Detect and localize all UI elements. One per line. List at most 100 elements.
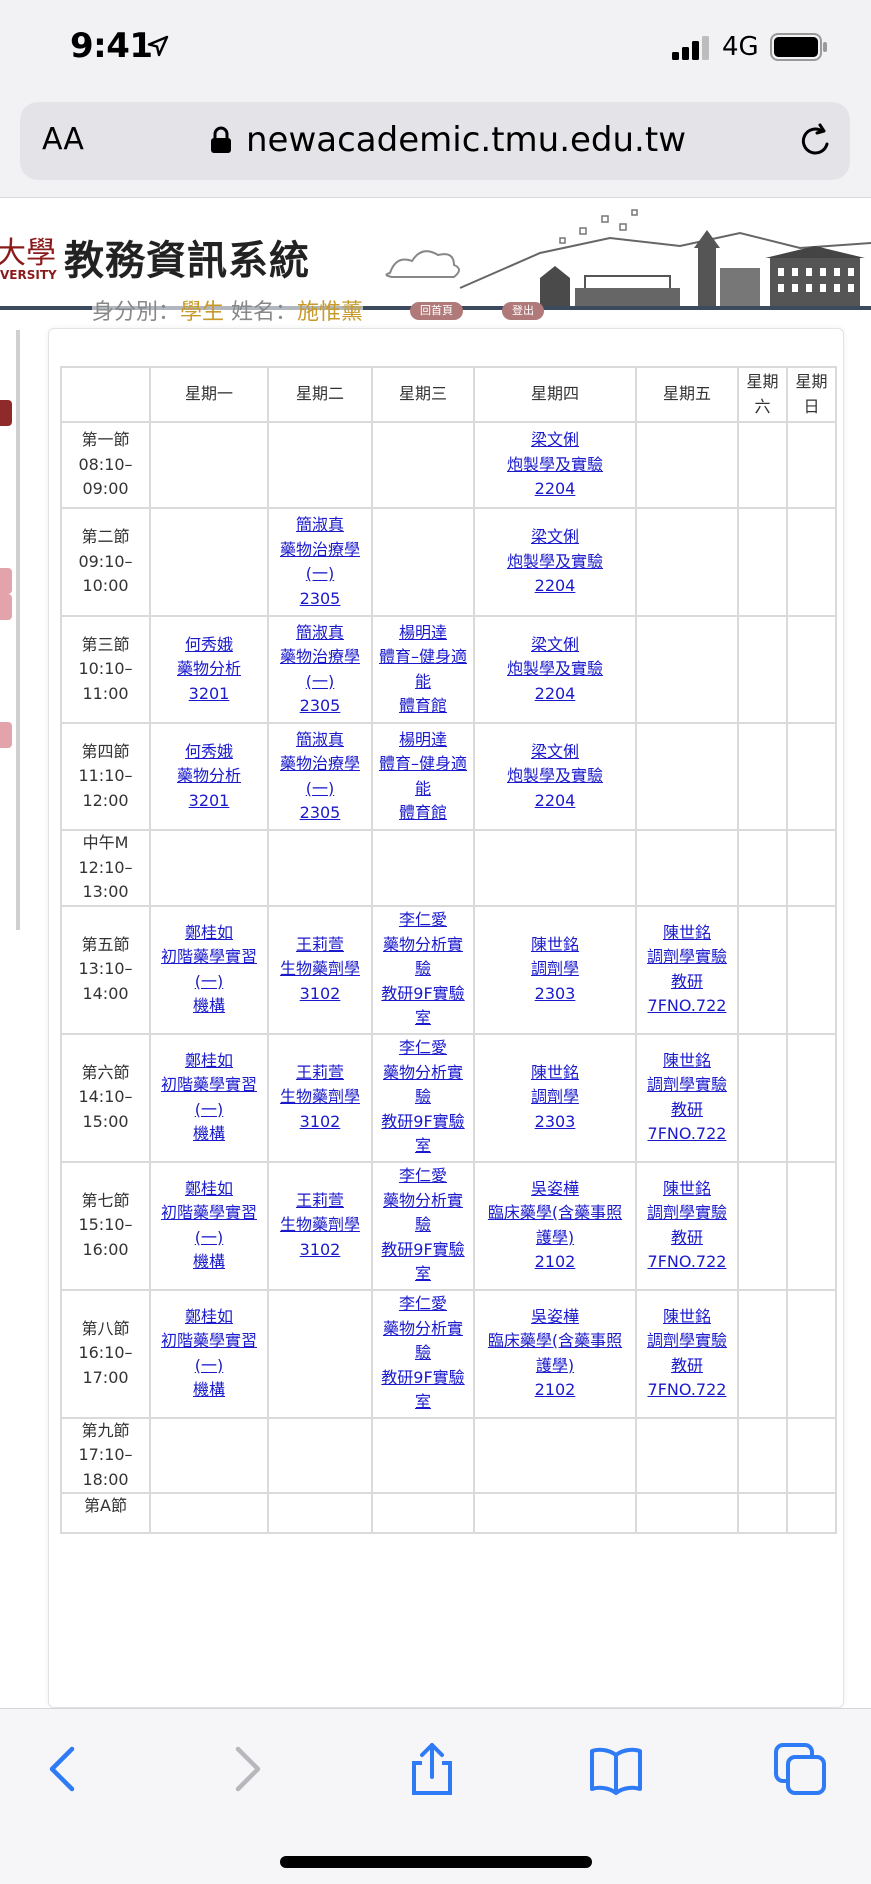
course-link[interactable]: 陳世銘 bbox=[662, 922, 711, 942]
course-link[interactable]: 教研 bbox=[670, 1227, 703, 1247]
course-link[interactable]: 陳世銘 bbox=[662, 1178, 711, 1198]
course-link[interactable]: (一) bbox=[194, 971, 224, 991]
course-link[interactable]: 吳姿樺 bbox=[530, 1178, 579, 1198]
course-link[interactable]: 李仁愛 bbox=[398, 1294, 447, 1314]
course-link[interactable]: 能 bbox=[414, 778, 431, 798]
course-link[interactable]: 藥物分析 bbox=[176, 766, 241, 786]
course-link[interactable]: 李仁愛 bbox=[398, 910, 447, 930]
course-link[interactable]: 調劑學實驗 bbox=[646, 1075, 727, 1094]
course-link[interactable]: 陳世銘 bbox=[530, 1062, 579, 1082]
course-link[interactable]: 機構 bbox=[192, 1124, 225, 1143]
side-menu-tab[interactable] bbox=[0, 400, 12, 426]
text-size-button[interactable]: AA bbox=[42, 122, 84, 157]
back-icon[interactable] bbox=[36, 1741, 92, 1797]
course-link[interactable]: 藥物分析實 bbox=[382, 1318, 463, 1338]
course-link[interactable]: 梁文俐 bbox=[530, 634, 579, 654]
course-link[interactable]: 2204 bbox=[534, 790, 576, 810]
course-link[interactable]: 驗 bbox=[414, 959, 431, 979]
course-link[interactable]: 炮製學及實驗 bbox=[506, 766, 603, 786]
course-link[interactable]: 機構 bbox=[192, 996, 225, 1015]
course-link[interactable]: (一) bbox=[194, 1099, 224, 1119]
course-link[interactable]: 體育館 bbox=[398, 803, 447, 822]
course-link[interactable]: 梁文俐 bbox=[530, 527, 579, 547]
home-indicator[interactable] bbox=[280, 1856, 592, 1868]
course-link[interactable]: 藥物治療學 bbox=[279, 754, 360, 773]
course-link[interactable]: 室 bbox=[414, 1008, 431, 1028]
course-link[interactable]: 室 bbox=[414, 1264, 431, 1284]
course-link[interactable]: 體育–健身適 bbox=[378, 647, 467, 666]
course-link[interactable]: 李仁愛 bbox=[398, 1038, 447, 1058]
course-link[interactable]: 炮製學及實驗 bbox=[506, 551, 603, 571]
course-link[interactable]: 陳世銘 bbox=[530, 934, 579, 954]
course-link[interactable]: 鄭桂如 bbox=[184, 1306, 233, 1326]
course-link[interactable]: 機構 bbox=[192, 1252, 225, 1271]
course-link[interactable]: 2303 bbox=[534, 1111, 576, 1131]
course-link[interactable]: 教研9F實驗 bbox=[381, 983, 465, 1003]
forward-icon[interactable] bbox=[218, 1741, 274, 1797]
course-link[interactable]: 2102 bbox=[534, 1252, 576, 1271]
course-link[interactable]: 7FNO.722 bbox=[647, 1252, 727, 1271]
course-link[interactable]: (一) bbox=[305, 778, 335, 798]
course-link[interactable]: 臨床藥學(含藥事照 bbox=[487, 1203, 623, 1222]
course-link[interactable]: 教研9F實驗 bbox=[381, 1239, 465, 1259]
course-link[interactable]: 2204 bbox=[534, 576, 576, 596]
course-link[interactable]: 初階藥學實習 bbox=[160, 947, 257, 966]
course-link[interactable]: 室 bbox=[414, 1136, 431, 1156]
course-link[interactable]: 生物藥劑學 bbox=[279, 1087, 360, 1107]
course-link[interactable]: 炮製學及實驗 bbox=[506, 454, 603, 474]
course-link[interactable]: 2305 bbox=[299, 588, 341, 608]
course-link[interactable]: (一) bbox=[194, 1227, 224, 1247]
course-link[interactable]: 2303 bbox=[534, 983, 576, 1003]
course-link[interactable]: 鄭桂如 bbox=[184, 1178, 233, 1198]
course-link[interactable]: 驗 bbox=[414, 1087, 431, 1107]
course-link[interactable]: 7FNO.722 bbox=[647, 1124, 727, 1143]
course-link[interactable]: 體育館 bbox=[398, 696, 447, 715]
course-link[interactable]: 3201 bbox=[188, 683, 230, 703]
course-link[interactable]: 調劑學實驗 bbox=[646, 947, 727, 966]
home-button[interactable]: 回首頁 bbox=[410, 302, 463, 320]
course-link[interactable]: 楊明達 bbox=[398, 729, 447, 749]
course-link[interactable]: 藥物分析實 bbox=[382, 1062, 463, 1082]
course-link[interactable]: 2204 bbox=[534, 479, 576, 499]
course-link[interactable]: 驗 bbox=[414, 1215, 431, 1235]
course-link[interactable]: 2305 bbox=[299, 803, 341, 822]
course-link[interactable]: 藥物分析實 bbox=[382, 1190, 463, 1210]
course-link[interactable]: 教研 bbox=[670, 1099, 703, 1119]
course-link[interactable]: 2102 bbox=[534, 1380, 576, 1399]
course-link[interactable]: 2204 bbox=[534, 683, 576, 703]
course-link[interactable]: 7FNO.722 bbox=[647, 1380, 727, 1399]
course-link[interactable]: 初階藥學實習 bbox=[160, 1331, 257, 1350]
course-link[interactable]: (一) bbox=[194, 1355, 224, 1375]
course-link[interactable]: 教研 bbox=[670, 1355, 703, 1375]
course-link[interactable]: 3102 bbox=[299, 983, 341, 1003]
bookmarks-icon[interactable] bbox=[588, 1741, 644, 1797]
course-link[interactable]: 3201 bbox=[188, 790, 230, 810]
course-link[interactable]: (一) bbox=[305, 564, 335, 583]
course-link[interactable]: 王莉萱 bbox=[295, 1190, 344, 1210]
course-link[interactable]: 7FNO.722 bbox=[647, 996, 727, 1015]
course-link[interactable]: 楊明達 bbox=[398, 622, 447, 642]
reload-icon[interactable] bbox=[796, 122, 834, 160]
course-link[interactable]: 3102 bbox=[299, 1239, 341, 1259]
course-link[interactable]: 吳姿樺 bbox=[530, 1306, 579, 1326]
course-link[interactable]: 梁文俐 bbox=[530, 430, 579, 450]
logout-button[interactable]: 登出 bbox=[502, 302, 544, 320]
course-link[interactable]: 何秀娥 bbox=[184, 634, 233, 654]
course-link[interactable]: 何秀娥 bbox=[184, 741, 233, 761]
course-link[interactable]: 陳世銘 bbox=[662, 1306, 711, 1326]
course-link[interactable]: 能 bbox=[414, 671, 431, 691]
course-link[interactable]: 鄭桂如 bbox=[184, 922, 233, 942]
side-menu-tab[interactable] bbox=[0, 722, 12, 748]
course-link[interactable]: 3102 bbox=[299, 1111, 341, 1131]
course-link[interactable]: 藥物分析實 bbox=[382, 934, 463, 954]
course-link[interactable]: 鄭桂如 bbox=[184, 1050, 233, 1070]
course-link[interactable]: 初階藥學實習 bbox=[160, 1203, 257, 1222]
course-link[interactable]: 藥物分析 bbox=[176, 659, 241, 679]
course-link[interactable]: 藥物治療學 bbox=[279, 647, 360, 666]
tabs-icon[interactable] bbox=[772, 1741, 828, 1797]
side-menu-tab[interactable] bbox=[0, 568, 12, 594]
course-link[interactable]: 簡淑真 bbox=[295, 729, 344, 749]
course-link[interactable]: 室 bbox=[414, 1392, 431, 1412]
side-menu-tab[interactable] bbox=[0, 594, 12, 620]
url-text[interactable]: newacademic.tmu.edu.tw bbox=[246, 120, 687, 160]
